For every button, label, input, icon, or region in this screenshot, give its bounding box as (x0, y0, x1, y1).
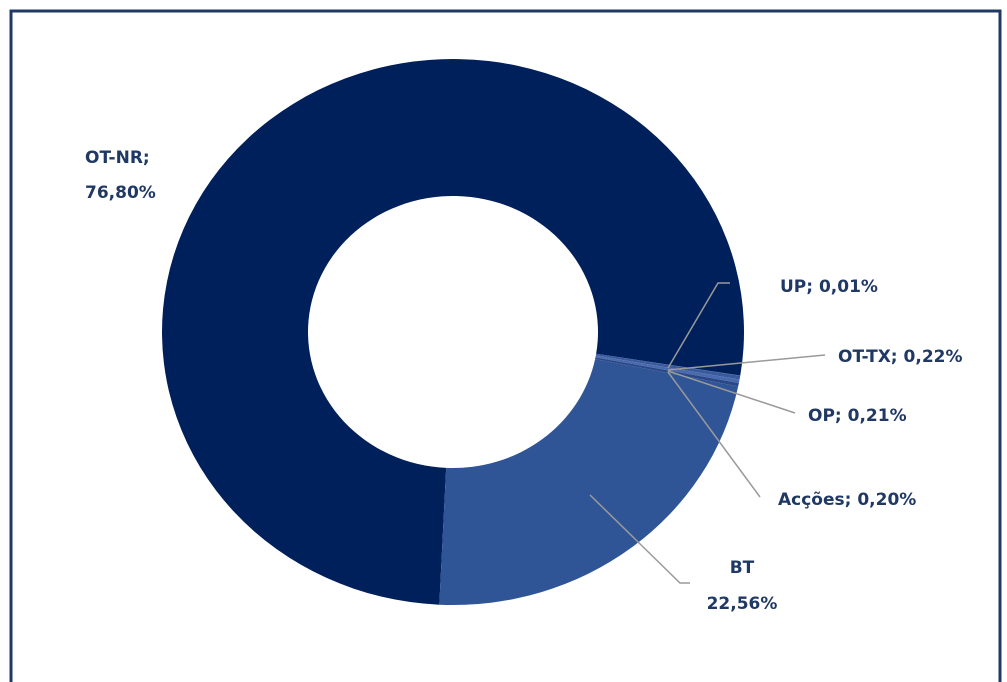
donut-slice (595, 357, 739, 387)
data-label: BT (730, 558, 755, 578)
data-label: UP; 0,01% (780, 277, 878, 297)
leader-line (589, 494, 690, 584)
leader-line (667, 371, 761, 498)
donut-slice (439, 359, 739, 605)
data-label: Acções; 0,20% (778, 490, 916, 510)
leader-line (667, 354, 826, 371)
data-label: 22,56% (707, 594, 778, 614)
leader-line (667, 282, 730, 369)
data-label: OT-NR; (85, 148, 150, 168)
data-label: OT-TX; 0,22% (838, 347, 963, 367)
leader-line (667, 370, 796, 414)
data-label: OP; 0,21% (808, 406, 907, 426)
data-label: 76,80% (85, 183, 156, 203)
frame (9, 9, 1002, 682)
donut-slice (596, 353, 741, 376)
donut-slice (595, 355, 740, 383)
donut-slice (162, 59, 744, 605)
